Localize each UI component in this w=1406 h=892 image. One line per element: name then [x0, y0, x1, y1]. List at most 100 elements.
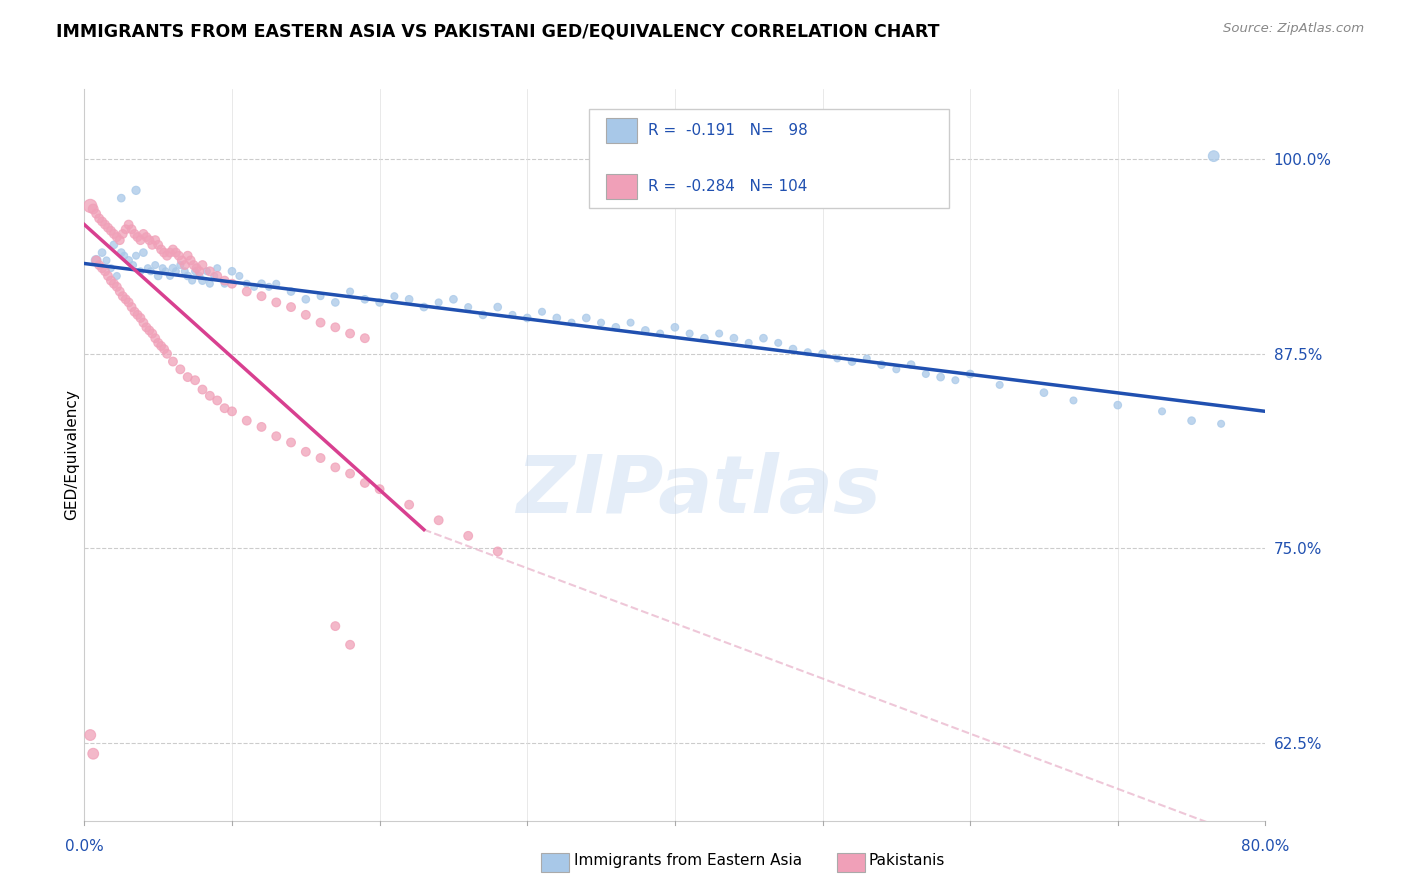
Point [159, 245, 181, 260]
Text: 80.0%: 80.0% [1241, 839, 1289, 855]
Point [114, 222, 136, 236]
Point [693, 331, 716, 345]
Point [398, 293, 420, 307]
Point [148, 237, 170, 252]
Point [309, 316, 332, 330]
Point [323, 460, 347, 475]
Point [91, 245, 114, 260]
Point [97, 268, 120, 283]
Point [150, 339, 173, 353]
Point [155, 264, 177, 278]
Point [811, 347, 834, 361]
Point [678, 326, 700, 341]
Point [323, 619, 347, 633]
Point [141, 237, 163, 252]
Text: IMMIGRANTS FROM EASTERN ASIA VS PAKISTANI GED/EQUIVALENCY CORRELATION CHART: IMMIGRANTS FROM EASTERN ASIA VS PAKISTAN… [56, 22, 939, 40]
Point [112, 249, 135, 263]
Point [121, 222, 143, 236]
Point [486, 544, 509, 558]
Point [91, 214, 114, 228]
Point [738, 335, 761, 350]
Point [188, 268, 211, 283]
Point [135, 230, 157, 244]
Point [94, 264, 117, 278]
Point [886, 362, 908, 376]
Point [100, 261, 122, 276]
Point [236, 285, 259, 299]
Point [427, 295, 450, 310]
Point [441, 293, 464, 307]
Point [768, 335, 790, 350]
Point [988, 377, 1011, 392]
Point [1209, 417, 1232, 431]
Point [280, 300, 302, 314]
Point [132, 227, 155, 241]
Point [177, 370, 200, 384]
Point [214, 274, 236, 288]
Point [796, 345, 818, 359]
Point [108, 285, 131, 299]
Point [110, 245, 132, 260]
Point [1032, 385, 1054, 400]
Point [309, 289, 332, 303]
Point [150, 243, 173, 257]
Point [79, 199, 101, 213]
Text: Source: ZipAtlas.com: Source: ZipAtlas.com [1223, 22, 1364, 36]
Point [413, 300, 436, 314]
Point [619, 316, 641, 330]
Point [782, 342, 804, 356]
Point [111, 289, 134, 303]
Point [118, 295, 141, 310]
Point [191, 274, 214, 288]
Point [264, 429, 288, 443]
Point [153, 245, 176, 260]
Point [339, 285, 361, 299]
Point [156, 249, 179, 263]
Point [486, 300, 509, 314]
Point [198, 264, 221, 278]
Point [1063, 393, 1085, 408]
Point [103, 277, 125, 291]
Point [295, 308, 318, 322]
Point [138, 233, 160, 247]
Point [914, 367, 936, 381]
Point [354, 475, 377, 490]
Point [132, 316, 155, 330]
Point [121, 300, 143, 314]
Point [1202, 149, 1225, 163]
Point [339, 326, 361, 341]
Point [105, 280, 128, 294]
Point [152, 261, 174, 276]
Point [162, 261, 184, 276]
Point [664, 320, 686, 334]
Point [205, 393, 228, 408]
Point [82, 747, 104, 761]
Point [959, 367, 981, 381]
Text: Pakistanis: Pakistanis [869, 854, 945, 868]
Point [84, 253, 107, 268]
Text: ZIPatlas: ZIPatlas [516, 452, 882, 531]
Point [191, 383, 214, 397]
Point [929, 370, 952, 384]
Point [114, 293, 136, 307]
Point [124, 227, 146, 241]
Point [153, 342, 176, 356]
Point [945, 373, 967, 387]
Point [457, 300, 479, 314]
Point [143, 331, 166, 345]
Point [530, 304, 553, 318]
Point [191, 258, 214, 272]
Point [841, 354, 863, 368]
Text: Immigrants from Eastern Asia: Immigrants from Eastern Asia [574, 854, 801, 868]
Point [250, 277, 273, 291]
Point [202, 268, 225, 283]
Point [103, 237, 125, 252]
Point [122, 258, 145, 272]
Point [198, 389, 221, 403]
Point [827, 351, 849, 366]
Point [250, 420, 273, 434]
Point [257, 280, 280, 294]
Point [143, 258, 166, 272]
Point [634, 323, 657, 337]
Point [1150, 404, 1173, 418]
